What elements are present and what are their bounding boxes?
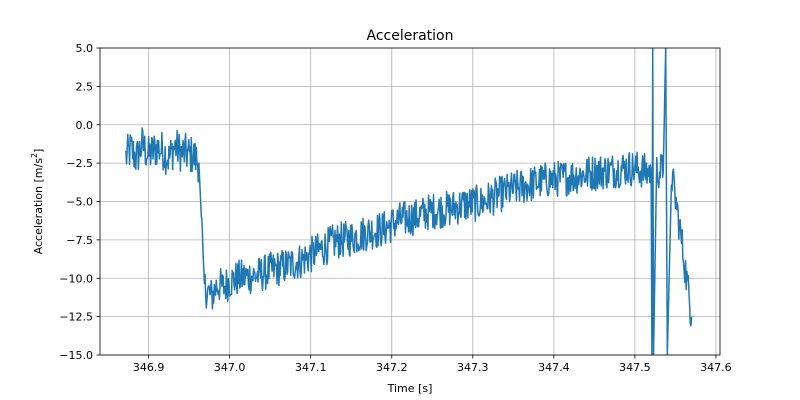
series-layer	[125, 48, 693, 355]
y-tick-label: 0.0	[76, 119, 94, 132]
x-axis-label: Time [s]	[387, 382, 433, 395]
tick-layer: 346.9 347.0 347.1 347.2 347.3 347.4 347.5 347.6…	[59, 42, 731, 374]
y-tick-label: −7.5	[66, 234, 93, 247]
y-axis-label-main: Acceleration [m/s	[32, 158, 45, 255]
y-tick-label: −5.0	[66, 196, 93, 209]
x-tick-label: 347.5	[619, 361, 651, 374]
x-tick-label: 346.9	[133, 361, 165, 374]
y-tick-label: 2.5	[76, 80, 94, 93]
x-tick-label: 347.2	[376, 361, 408, 374]
y-tick-label: −12.5	[59, 311, 93, 324]
y-axis-label-superscript: 2	[30, 153, 39, 158]
x-tick-label: 347.0	[214, 361, 246, 374]
x-tick-label: 347.6	[700, 361, 732, 374]
x-tick-label: 347.3	[457, 361, 489, 374]
y-tick-label: −2.5	[66, 157, 93, 170]
series-line	[125, 48, 693, 355]
y-tick-label: 5.0	[76, 42, 94, 55]
y-tick-label: −15.0	[59, 349, 93, 362]
chart-title: Acceleration	[367, 28, 454, 44]
y-axis-label: Acceleration [m/s2]	[30, 149, 45, 255]
y-tick-label: −10.0	[59, 272, 93, 285]
x-tick-label: 347.1	[295, 361, 327, 374]
y-axis-label-close: ]	[32, 149, 45, 153]
x-tick-label: 347.4	[538, 361, 570, 374]
